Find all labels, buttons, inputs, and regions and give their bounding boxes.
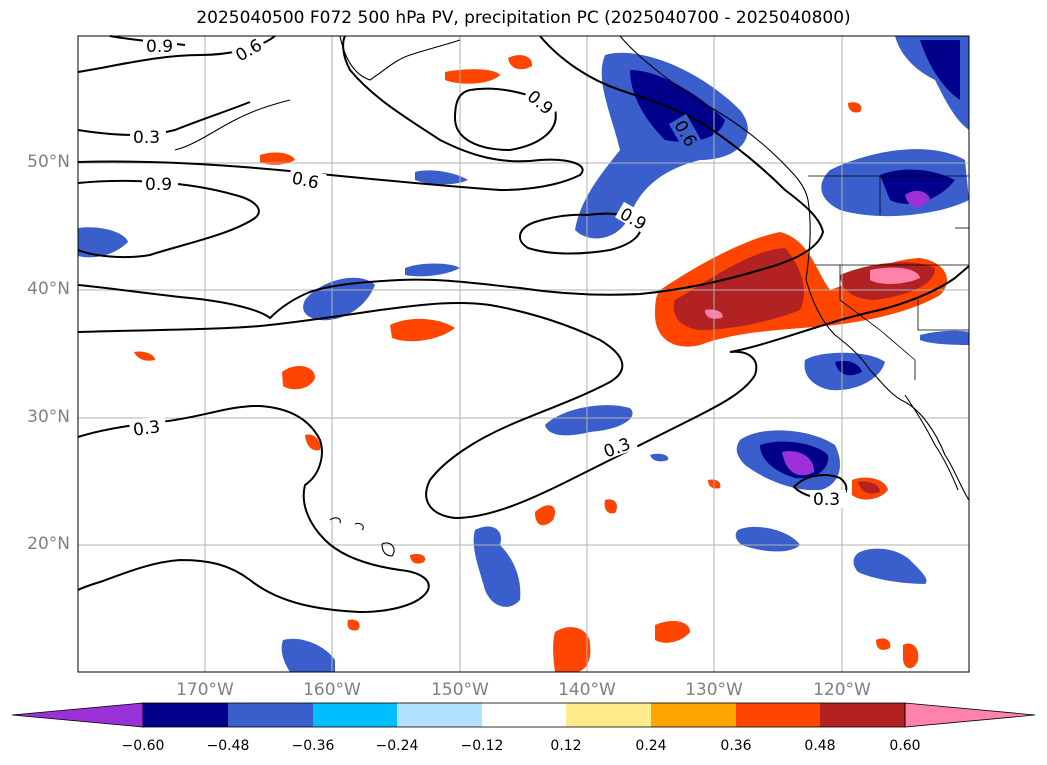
precip-positive-region [553,627,591,672]
colorbar-segment [736,703,820,727]
contour-label: 0.9 [145,175,172,195]
precip-positive-region [535,505,556,526]
precip-negative-region [281,638,335,672]
graticule [78,36,969,672]
precip-negative-region [920,330,969,345]
precip-positive-region [870,267,920,284]
precip-positive-region [903,643,919,669]
precip-negative-region [405,263,460,277]
colorbar-segment [651,703,736,727]
precip-positive-region [390,318,455,342]
colorbar-segment [313,703,397,727]
lon-label: 160°W [303,680,361,700]
colorbar-segment [228,703,313,727]
colorbar [11,702,1036,728]
pv-contour [77,265,970,520]
colorbar-tick-label: −0.60 [121,738,165,754]
precip-positive-region [858,481,880,494]
precip-positive-region [655,620,690,643]
precip-positive-region [445,69,500,84]
political-boundaries [808,175,969,380]
precip-negative-region [575,52,748,239]
precip-negative-region [415,170,468,185]
baja-california-coast [904,394,959,491]
colorbar-tick-label: 0.48 [804,738,836,754]
precip-negative-region [905,190,930,208]
pv-contour [77,404,430,614]
precipitation-fill-layer [78,36,969,672]
lat-label: 30°N [27,407,70,427]
colorbar-tick-label: 0.60 [889,738,921,754]
contour-label: 0.3 [133,128,160,148]
pv-contour [77,35,825,320]
colorbar-segment [566,703,651,727]
precip-negative-region [78,227,128,258]
precip-positive-region [260,152,295,165]
precip-negative-region [782,451,815,476]
precip-negative-region [853,548,927,584]
aleutian-islands [174,99,291,151]
colorbar-tick-label: −0.12 [460,738,504,754]
precip-positive-region [347,619,360,631]
precip-negative-region [650,453,669,462]
precip-positive-region [134,351,155,361]
precip-positive-region [305,434,321,451]
alaska-coast [339,35,461,81]
colorbar-segment [143,703,228,727]
colorbar-segment [820,703,905,727]
map-panel: 0.9 0.6 0.3 0.9 0.6 0.9 0.9 0.6 0.3 0.3 … [77,31,970,673]
precip-negative-region [545,405,633,436]
precip-positive-region [876,638,891,650]
lon-label: 130°W [685,680,743,700]
figure-title: 2025040500 F072 500 hPa PV, precipitatio… [196,8,851,28]
precip-positive-region [282,366,315,390]
coastlines [174,35,970,557]
lon-label: 170°W [176,680,234,700]
lon-label: 120°W [813,680,871,700]
precip-negative-region [473,526,521,607]
colorbar-tick-label: 0.24 [635,738,667,754]
precip-positive-region [673,248,805,330]
lon-label: 140°W [558,680,616,700]
colorbar-tick-label: 0.36 [720,738,752,754]
precip-negative-region [880,169,955,204]
colorbar-extend-right [904,702,1036,728]
contour-label: 0.9 [146,37,173,57]
contour-label: 0.3 [132,417,162,441]
colorbar-tick-label: −0.24 [375,738,419,754]
precip-positive-region [410,553,426,564]
lat-label: 40°N [27,279,70,299]
lon-label: 150°W [431,680,489,700]
precip-positive-region [848,102,862,113]
colorbar-tick-label: −0.48 [206,738,250,754]
colorbar-tick-label: 0.12 [550,738,582,754]
colorbar-tick-label: −0.36 [291,738,335,754]
hawaii-islands [329,517,395,557]
colorbar-segment [482,703,566,727]
contour-label: 0.3 [813,490,840,510]
lat-label: 20°N [27,534,70,554]
precip-positive-region [604,499,617,514]
colorbar-extend-left [11,702,144,728]
north-america-coast [619,35,970,501]
lat-label: 50°N [27,152,70,172]
precip-positive-region [508,55,533,70]
pv-contour [77,101,251,136]
precip-negative-region [920,40,960,100]
colorbar-segment [397,703,482,727]
